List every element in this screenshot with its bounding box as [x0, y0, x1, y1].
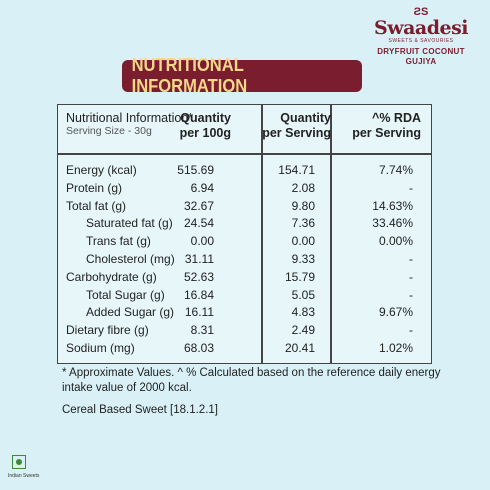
- row-rda: -: [409, 251, 413, 266]
- row-per100: 31.11: [184, 251, 214, 266]
- veg-mark-icon: [12, 455, 26, 469]
- table-row: Protein (g) 6.94 2.08 -: [58, 180, 431, 198]
- row-label: Trans fat (g): [86, 234, 151, 249]
- product-name: DRYFRUIT COCONUT GUJIYA: [377, 47, 465, 66]
- row-rda: 14.63%: [372, 198, 413, 213]
- row-label: Sodium (mg): [66, 340, 135, 355]
- row-rda: -: [409, 323, 413, 338]
- row-perserving: 2.08: [291, 180, 315, 195]
- row-per100: 68.03: [183, 340, 214, 355]
- row-perserving: 20.41: [284, 340, 315, 355]
- serving-size: Serving Size - 30g: [66, 125, 152, 137]
- col-perserving-line2: per Serving: [262, 126, 331, 140]
- veg-label: Indian Sweets: [8, 473, 40, 479]
- row-label: Carbohydrate (g): [66, 269, 157, 284]
- row-label: Protein (g): [66, 180, 123, 195]
- title-banner: NUTRITIONAL INFORMATION: [122, 55, 362, 96]
- row-rda: 0.00%: [378, 234, 413, 249]
- food-category: Cereal Based Sweet [18.1.2.1]: [62, 404, 218, 416]
- row-perserving: 7.36: [291, 216, 315, 231]
- col-per100-line1: Quantity: [180, 111, 231, 125]
- row-per100: 515.69: [177, 163, 214, 177]
- row-perserving: 154.71: [278, 163, 315, 177]
- veg-dot: [16, 459, 22, 465]
- table-row: Carbohydrate (g) 52.63 15.79 -: [58, 269, 431, 287]
- row-per100: 6.94: [190, 180, 214, 195]
- table-row: Dietary fibre (g) 8.31 2.49 -: [58, 322, 431, 340]
- col-per100-line2: per 100g: [179, 126, 231, 140]
- table-row: Added Sugar (g) 16.11 4.83 9.67%: [58, 304, 431, 322]
- brand-logo: ƧS Swaadesi SWEETS & SAVOURIES DRYFRUIT …: [366, 6, 476, 67]
- row-rda: 9.67%: [378, 305, 413, 320]
- column-divider: [330, 105, 332, 363]
- row-per100: 16.11: [184, 305, 214, 320]
- header-title: Nutritional Information*: [66, 111, 194, 125]
- brand-name: Swaadesi: [374, 17, 469, 39]
- row-label: Total Sugar (g): [86, 287, 165, 302]
- row-perserving: 2.49: [291, 323, 315, 338]
- table-body: Energy (kcal) 515.69 154.71 7.74% Protei…: [58, 162, 431, 358]
- row-perserving: 15.79: [284, 269, 315, 284]
- header-divider: [58, 153, 431, 155]
- table-row: Total Sugar (g) 16.84 5.05 -: [58, 287, 431, 305]
- row-rda: 33.46%: [372, 216, 413, 231]
- table-row: Trans fat (g) 0.00 0.00 0.00%: [58, 233, 431, 251]
- row-label: Saturated fat (g): [86, 216, 173, 231]
- row-label: Added Sugar (g): [86, 305, 175, 320]
- row-perserving: 0.00: [291, 234, 315, 249]
- col-perserving-header: Quantity per Serving: [241, 111, 331, 141]
- col-rda-header: ^% RDA per Serving: [341, 111, 421, 141]
- col-rda-line1: ^% RDA: [372, 111, 421, 125]
- table-row: Total fat (g) 32.67 9.80 14.63%: [58, 198, 431, 216]
- row-label: Total fat (g): [66, 198, 127, 213]
- table-row: Energy (kcal) 515.69 154.71 7.74%: [58, 162, 431, 180]
- row-label: Cholesterol (mg): [86, 251, 175, 266]
- header-info: Nutritional Information* Serving Size - …: [66, 111, 216, 138]
- table-row: Saturated fat (g) 24.54 7.36 33.46%: [58, 215, 431, 233]
- footnote: * Approximate Values. ^ % Calculated bas…: [62, 367, 441, 394]
- table-header: Nutritional Information* Serving Size - …: [58, 105, 431, 153]
- banner-title: NUTRITIONAL INFORMATION: [131, 55, 248, 96]
- row-perserving: 9.80: [291, 198, 315, 213]
- table-row: Cholesterol (mg) 31.11 9.33 -: [58, 251, 431, 269]
- row-perserving: 5.05: [291, 287, 315, 302]
- brand-tagline: SWEETS & SAVOURIES: [388, 38, 454, 44]
- col-per100-header: Quantity per 100g: [161, 111, 231, 141]
- row-per100: 52.63: [183, 269, 214, 284]
- row-rda: -: [409, 180, 413, 195]
- column-divider: [261, 105, 263, 363]
- row-label: Dietary fibre (g): [66, 323, 149, 338]
- nutrition-table: Nutritional Information* Serving Size - …: [57, 104, 432, 364]
- row-per100: 0.00: [190, 234, 214, 249]
- row-label: Energy (kcal): [66, 163, 137, 177]
- brand-mark-icon: ƧS: [413, 6, 429, 18]
- table-row: Sodium (mg) 68.03 20.41 1.02%: [58, 340, 431, 358]
- row-rda: -: [409, 269, 413, 284]
- row-rda: 1.02%: [378, 340, 413, 355]
- row-rda: -: [409, 287, 413, 302]
- col-perserving-line1: Quantity: [280, 111, 331, 125]
- row-per100: 24.54: [183, 216, 214, 231]
- row-per100: 32.67: [183, 198, 214, 213]
- row-per100: 8.31: [190, 323, 214, 338]
- row-perserving: 9.33: [291, 251, 315, 266]
- row-per100: 16.84: [183, 287, 214, 302]
- row-perserving: 4.83: [291, 305, 315, 320]
- col-rda-line2: per Serving: [352, 126, 421, 140]
- row-rda: 7.74%: [378, 163, 413, 177]
